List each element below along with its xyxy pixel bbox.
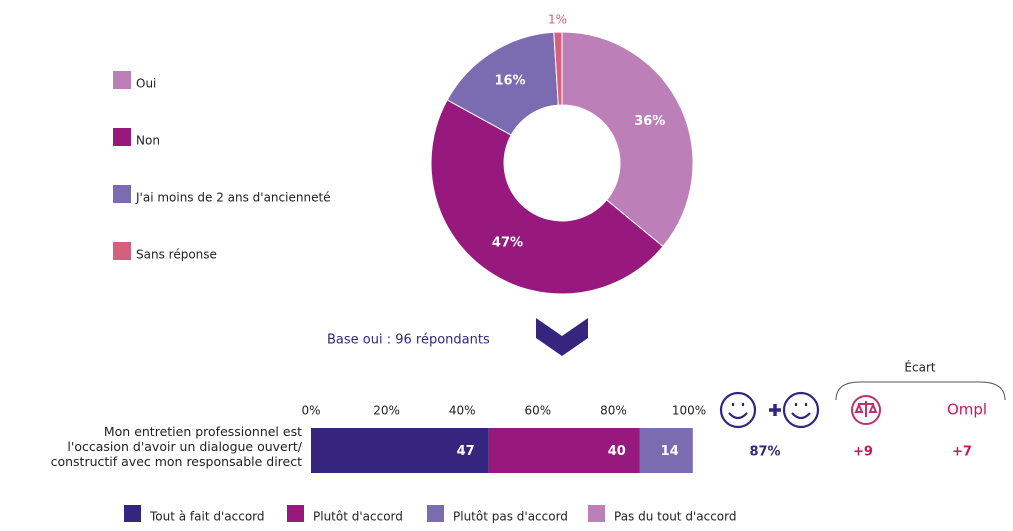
x-tick-label: 80% bbox=[600, 404, 627, 418]
donut-slice bbox=[561, 31, 694, 248]
bar-segment bbox=[311, 428, 489, 473]
summary: 87% bbox=[749, 445, 780, 460]
value-label: 16% bbox=[494, 74, 525, 89]
value-label: 47 bbox=[457, 444, 475, 459]
legend-swatch bbox=[113, 128, 131, 146]
logo: Ompl bbox=[947, 401, 987, 419]
category-label: Mon entretien professionnel est l'occasi… bbox=[50, 424, 302, 469]
donut-slice bbox=[553, 31, 563, 106]
ecart-value: +7 bbox=[952, 445, 972, 460]
bar-segment bbox=[488, 428, 640, 473]
bar-segment bbox=[639, 428, 693, 473]
chevron bbox=[536, 318, 588, 356]
legend-swatch bbox=[287, 505, 304, 522]
x-tick-label: 40% bbox=[449, 404, 476, 418]
legend-label: Tout à fait d'accord bbox=[149, 510, 265, 524]
x-tick-label: 20% bbox=[373, 404, 400, 418]
ecart-value: +9 bbox=[853, 445, 873, 460]
legend-swatch bbox=[588, 505, 605, 522]
legend-label: Non bbox=[136, 134, 160, 148]
ecart-bracket bbox=[835, 381, 1006, 401]
legend-label: J'ai moins de 2 ans d'ancienneté bbox=[135, 191, 331, 205]
legend-swatch bbox=[113, 185, 131, 203]
legend-swatch bbox=[113, 242, 131, 260]
value-label: 47% bbox=[492, 236, 523, 251]
legend-label: Pas du tout d'accord bbox=[614, 510, 736, 524]
legend-label: Sans réponse bbox=[136, 248, 217, 262]
legend-label: Plutôt d'accord bbox=[313, 510, 403, 524]
legend-swatch bbox=[113, 71, 131, 89]
ecart-title: Écart bbox=[904, 360, 935, 375]
value-label: 14 bbox=[661, 444, 679, 459]
legend-swatch bbox=[124, 505, 141, 522]
value-label: 1% bbox=[548, 13, 567, 27]
base-label: Base oui : 96 répondants bbox=[327, 333, 490, 348]
legend-label: Plutôt pas d'accord bbox=[453, 510, 568, 524]
smileys bbox=[719, 391, 820, 429]
legend-swatch bbox=[427, 505, 444, 522]
x-tick-label: 0% bbox=[301, 404, 320, 418]
scale-icon bbox=[851, 395, 881, 425]
donut-slice bbox=[430, 99, 664, 295]
x-tick-label: 60% bbox=[524, 404, 551, 418]
x-tick-label: 100% bbox=[672, 404, 706, 418]
legend-label: Oui bbox=[136, 77, 156, 91]
value-label: 40 bbox=[608, 444, 626, 459]
value-label: 36% bbox=[634, 114, 665, 129]
